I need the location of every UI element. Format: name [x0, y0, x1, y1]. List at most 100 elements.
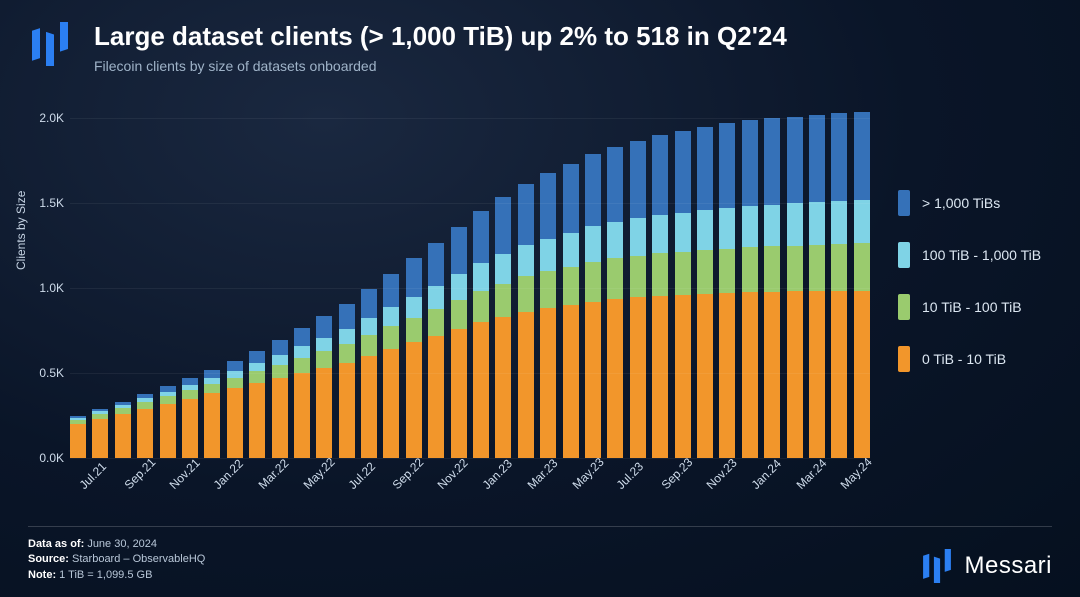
footer-meta: Data as of: June 30, 2024 Source: Starbo… [28, 537, 205, 583]
bar [137, 394, 153, 458]
bar: Jan.24 [742, 120, 758, 458]
bar-segment [137, 409, 153, 458]
bar-segment [406, 318, 422, 343]
footer-source-label: Source: [28, 553, 69, 565]
x-tick: Jul.23 [608, 454, 646, 492]
bar-segment [652, 253, 668, 296]
legend-swatch [898, 190, 910, 216]
gridline [70, 373, 870, 374]
bar: Sep.23 [652, 135, 668, 458]
bar-segment [585, 302, 601, 458]
bar-segment [607, 258, 623, 299]
y-tick: 2.0K [34, 111, 64, 125]
bar: Jan.22 [204, 370, 220, 458]
bar-segment [607, 222, 623, 258]
bar-segment [630, 141, 646, 219]
bar-segment [675, 213, 691, 252]
y-tick: 0.5K [34, 366, 64, 380]
bar-segment [316, 351, 332, 368]
bar-segment [451, 300, 467, 329]
bar-segment [339, 344, 355, 363]
bar-segment [495, 254, 511, 284]
bar-segment [719, 123, 735, 208]
bar-segment [518, 184, 534, 245]
bar: Sep.22 [383, 274, 399, 458]
bar-segment [383, 274, 399, 308]
bar-segment [607, 299, 623, 458]
bar-segment [719, 249, 735, 294]
bar [316, 316, 332, 458]
bar-segment [540, 308, 556, 458]
footer-note-value: 1 TiB = 1,099.5 GB [59, 569, 152, 581]
bar-segment [585, 226, 601, 261]
gridline [70, 458, 870, 459]
bar-segment [272, 340, 288, 355]
bar-segment [339, 329, 355, 344]
bar-segment [249, 351, 265, 364]
bar-segment [563, 164, 579, 233]
chart-header: Large dataset clients (> 1,000 TiB) up 2… [28, 22, 1040, 74]
bar-segment [585, 262, 601, 302]
bar: Nov.23 [697, 127, 713, 458]
bar [675, 131, 691, 458]
bar-segment [428, 309, 444, 336]
bar-segment [719, 208, 735, 248]
legend-item: 0 TiB - 10 TiB [898, 346, 1041, 372]
bar-segment [831, 113, 847, 201]
bar-segment [473, 291, 489, 322]
bar-segment [742, 247, 758, 292]
bar-segment [675, 295, 691, 458]
bar-segment [719, 293, 735, 458]
bar-segment [809, 115, 825, 202]
bar-segment [316, 316, 332, 338]
bar-segment [809, 245, 825, 291]
bar-segment [473, 211, 489, 263]
bar-segment [563, 267, 579, 305]
gridline [70, 288, 870, 289]
bar-segment [495, 317, 511, 458]
bar-segment [339, 363, 355, 458]
bar: Nov.21 [160, 386, 176, 458]
bar: Sep.21 [115, 402, 131, 458]
bar-segment [764, 292, 780, 458]
footer-note-label: Note: [28, 569, 56, 581]
bar-segment [249, 383, 265, 458]
bar-segment [406, 258, 422, 296]
bar-segment [809, 291, 825, 458]
bar-segment [854, 291, 870, 458]
bar-segment [518, 245, 534, 276]
bar [451, 227, 467, 458]
legend-label: > 1,000 TiBs [922, 195, 1000, 211]
y-tick: 1.5K [34, 196, 64, 210]
bar-segment [204, 384, 220, 393]
bar-segment [451, 227, 467, 274]
bar-segment [272, 365, 288, 379]
gridline [70, 118, 870, 119]
bar-segment [451, 329, 467, 458]
bar-segment [204, 370, 220, 378]
bar-segment [831, 201, 847, 244]
bar-segment [115, 414, 131, 458]
bar-segment [630, 297, 646, 458]
bar: Mar.22 [249, 351, 265, 458]
bar-segment [742, 292, 758, 458]
bar-segment [182, 399, 198, 459]
bar-segment [742, 206, 758, 247]
bar-segment [294, 328, 310, 346]
bar-segment [316, 368, 332, 458]
bar: Jul.21 [70, 416, 86, 458]
bar-segment [428, 243, 444, 286]
bar-segment [652, 296, 668, 458]
bar-segment [227, 388, 243, 458]
chart-title: Large dataset clients (> 1,000 TiB) up 2… [94, 22, 787, 52]
y-axis-label: Clients by Size [14, 191, 28, 270]
bar-segment [361, 289, 377, 319]
bar-segment [361, 335, 377, 356]
footer-data-as-of-value: June 30, 2024 [87, 538, 157, 550]
bar-segment [473, 263, 489, 291]
x-tick: Jul.21 [71, 454, 109, 492]
bar-segment [428, 336, 444, 458]
bar: May.22 [294, 328, 310, 458]
bar: Jul.22 [339, 304, 355, 458]
bar-segment [227, 361, 243, 371]
